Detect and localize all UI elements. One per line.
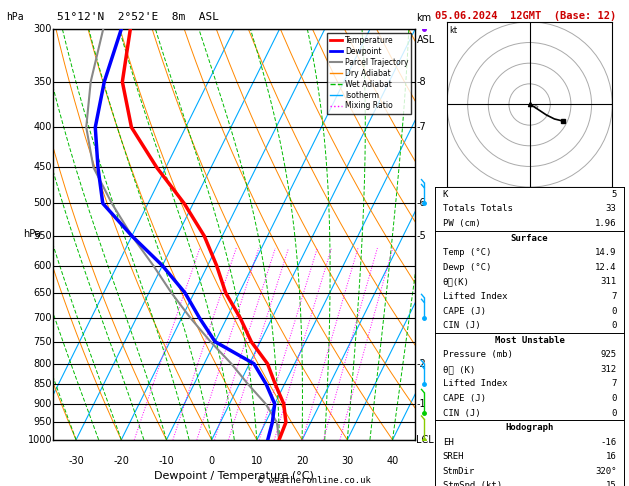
- Text: 05.06.2024  12GMT  (Base: 12): 05.06.2024 12GMT (Base: 12): [435, 11, 616, 21]
- Text: Surface: Surface: [511, 234, 548, 243]
- Text: 5: 5: [611, 190, 616, 199]
- Text: 650: 650: [33, 288, 52, 298]
- Text: PW (cm): PW (cm): [443, 219, 481, 228]
- Text: CIN (J): CIN (J): [443, 409, 481, 417]
- Text: 25: 25: [336, 445, 344, 451]
- Text: Lifted Index: Lifted Index: [443, 292, 508, 301]
- Text: hPa: hPa: [23, 229, 41, 240]
- Text: CIN (J): CIN (J): [443, 321, 481, 330]
- Text: 850: 850: [33, 380, 52, 389]
- Text: 800: 800: [34, 359, 52, 369]
- Text: CAPE (J): CAPE (J): [443, 394, 486, 403]
- Text: 300: 300: [34, 24, 52, 34]
- Text: Most Unstable: Most Unstable: [494, 336, 565, 345]
- Text: 750: 750: [33, 337, 52, 347]
- Text: 0: 0: [611, 409, 616, 417]
- Text: 40: 40: [386, 456, 399, 466]
- Text: km: km: [416, 13, 431, 23]
- Text: Lifted Index: Lifted Index: [443, 380, 508, 388]
- Text: 33: 33: [606, 205, 616, 213]
- Text: 400: 400: [34, 122, 52, 132]
- Text: 700: 700: [33, 313, 52, 323]
- Text: 311: 311: [600, 278, 616, 286]
- Text: -1: -1: [416, 399, 426, 409]
- Text: EH: EH: [443, 438, 454, 447]
- Text: 7: 7: [611, 380, 616, 388]
- Text: 15: 15: [298, 445, 307, 451]
- Text: Temp (°C): Temp (°C): [443, 248, 491, 257]
- Text: 10: 10: [251, 456, 263, 466]
- Text: 30: 30: [341, 456, 353, 466]
- Text: 2: 2: [170, 445, 175, 451]
- Text: 15: 15: [606, 482, 616, 486]
- Text: 4: 4: [212, 445, 216, 451]
- Text: 14.9: 14.9: [595, 248, 616, 257]
- Text: 20: 20: [319, 445, 328, 451]
- Text: SREH: SREH: [443, 452, 464, 461]
- Legend: Temperature, Dewpoint, Parcel Trajectory, Dry Adiabat, Wet Adiabat, Isotherm, Mi: Temperature, Dewpoint, Parcel Trajectory…: [327, 33, 411, 114]
- Text: 16: 16: [606, 452, 616, 461]
- Text: 1000: 1000: [28, 435, 52, 445]
- Text: 51°12'N  2°52'E  8m  ASL: 51°12'N 2°52'E 8m ASL: [57, 12, 219, 22]
- Text: ASL: ASL: [416, 35, 435, 45]
- Text: 1: 1: [132, 445, 136, 451]
- Text: Mixing Ratio (g/kg): Mixing Ratio (g/kg): [446, 189, 456, 280]
- Text: 8: 8: [257, 445, 262, 451]
- Text: -16: -16: [600, 438, 616, 447]
- Text: 312: 312: [600, 365, 616, 374]
- Text: 450: 450: [33, 162, 52, 173]
- Text: -20: -20: [113, 456, 129, 466]
- Text: © weatheronline.co.uk: © weatheronline.co.uk: [258, 475, 371, 485]
- Text: 7: 7: [611, 292, 616, 301]
- Text: 12.4: 12.4: [595, 263, 616, 272]
- Text: K: K: [443, 190, 448, 199]
- Text: 600: 600: [34, 260, 52, 271]
- Text: hPa: hPa: [6, 12, 24, 22]
- Text: Hodograph: Hodograph: [506, 423, 554, 432]
- Text: 0: 0: [611, 394, 616, 403]
- Text: 5: 5: [226, 445, 231, 451]
- Text: 950: 950: [33, 417, 52, 427]
- Text: 0: 0: [611, 307, 616, 315]
- Text: -5: -5: [416, 231, 426, 241]
- Text: -7: -7: [416, 122, 426, 132]
- Text: StmDir: StmDir: [443, 467, 475, 476]
- Text: Totals Totals: Totals Totals: [443, 205, 513, 213]
- Text: -2: -2: [416, 359, 426, 369]
- Text: 500: 500: [33, 198, 52, 208]
- Text: 550: 550: [33, 231, 52, 241]
- Text: 320°: 320°: [595, 467, 616, 476]
- Text: StmSpd (kt): StmSpd (kt): [443, 482, 502, 486]
- Text: 900: 900: [34, 399, 52, 409]
- Text: -30: -30: [68, 456, 84, 466]
- Text: 3: 3: [194, 445, 199, 451]
- Text: 350: 350: [33, 77, 52, 87]
- Text: 1.96: 1.96: [595, 219, 616, 228]
- Text: θᴄ(K): θᴄ(K): [443, 278, 470, 286]
- Text: Dewp (°C): Dewp (°C): [443, 263, 491, 272]
- Text: Pressure (mb): Pressure (mb): [443, 350, 513, 359]
- Text: kt: kt: [449, 26, 457, 35]
- Text: 0: 0: [209, 456, 214, 466]
- Text: 0: 0: [611, 321, 616, 330]
- Text: -8: -8: [416, 77, 426, 87]
- Text: LCL: LCL: [416, 435, 434, 445]
- Text: 20: 20: [296, 456, 308, 466]
- Text: 10: 10: [270, 445, 279, 451]
- Text: Dewpoint / Temperature (°C): Dewpoint / Temperature (°C): [154, 470, 314, 481]
- Text: 925: 925: [600, 350, 616, 359]
- Text: -6: -6: [416, 198, 426, 208]
- Text: -10: -10: [159, 456, 174, 466]
- Text: θᴄ (K): θᴄ (K): [443, 365, 475, 374]
- Text: CAPE (J): CAPE (J): [443, 307, 486, 315]
